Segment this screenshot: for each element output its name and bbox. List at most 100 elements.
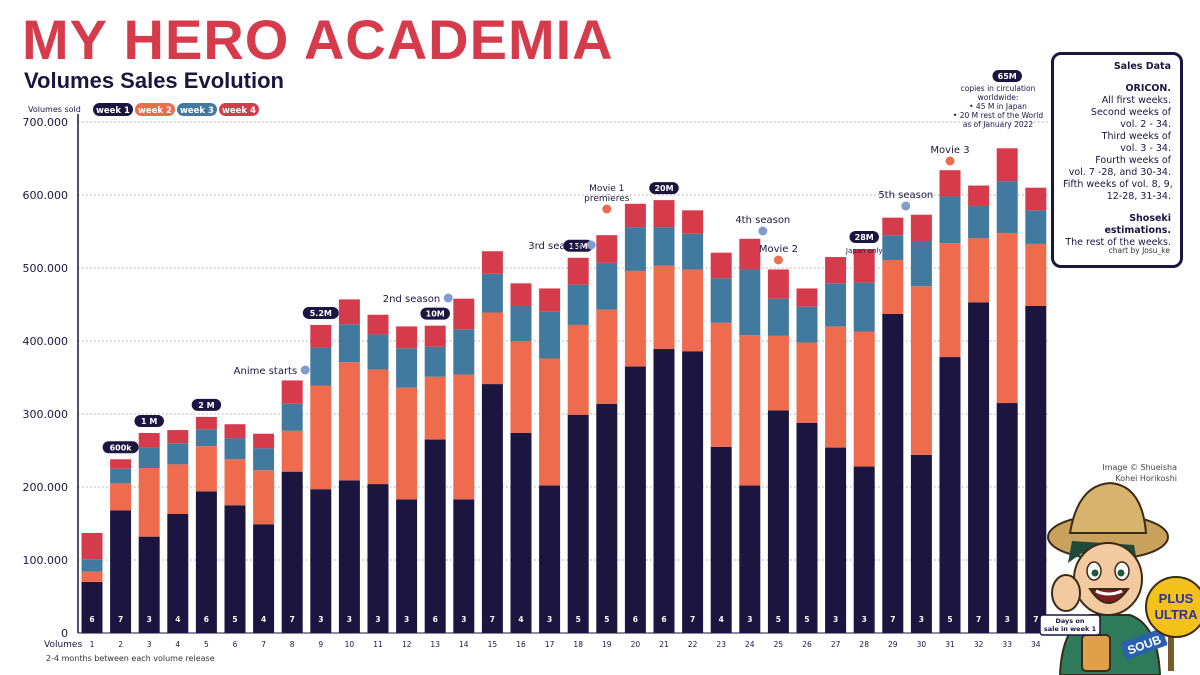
bar-segment-week-2 — [853, 331, 875, 467]
annotations: 600k 1 M 2 M 5.2M 10M 15M 20M 28M Japan only 65M c… — [102, 70, 1043, 454]
days-on-sale-label: 7 — [890, 615, 895, 624]
y-tick-label: 500.000 — [23, 262, 69, 275]
bar-segment-week-2 — [567, 324, 589, 415]
chart-subtitle: Volumes Sales Evolution — [24, 68, 284, 93]
days-on-sale-label: 3 — [547, 615, 552, 624]
shoseki-title: Shoseki estimations. — [1104, 213, 1171, 236]
days-on-sale-label: 3 — [375, 615, 380, 624]
bar-segment-week-3 — [682, 233, 704, 270]
bar-segment-week-4 — [796, 288, 818, 307]
bar-segment-week-4 — [453, 298, 475, 330]
milestone-label: 10M — [426, 310, 445, 319]
sales-box-line: Fourth weeks of — [1095, 155, 1171, 166]
legend-entry: week 4 — [222, 106, 256, 116]
bar-segment-week-1 — [882, 313, 904, 633]
days-on-sale-label: 4 — [719, 615, 724, 624]
bar-segment-week-3 — [910, 240, 932, 287]
x-tick-label: 6 — [233, 640, 238, 649]
milestone-65m-note: • 45 M in Japan — [969, 102, 1027, 111]
legend: week 1 week 2 week 3 week 4 — [93, 103, 259, 116]
bar-segment-week-4 — [224, 424, 246, 439]
x-tick-label: 5 — [204, 640, 209, 649]
event-marker — [300, 365, 310, 375]
bar-segment-week-2 — [767, 335, 789, 411]
bar-segment-week-1 — [624, 366, 646, 633]
sales-data-box: Sales Data ORICON. All first weeks. Secon… — [1051, 52, 1183, 268]
bar-segment-week-1 — [110, 510, 132, 633]
y-tick-label: 200.000 — [23, 481, 69, 494]
bar-segment-week-2 — [539, 358, 561, 486]
bar-segment-week-4 — [596, 235, 618, 263]
milestone-label: 65M — [998, 72, 1017, 81]
y-tick-label: 100.000 — [23, 554, 69, 567]
milestone-pill — [849, 231, 879, 244]
bar-segment-week-1 — [796, 422, 818, 633]
bar-segment-week-1 — [653, 349, 675, 633]
days-on-sale-label: 7 — [490, 615, 495, 624]
bar-segment-week-4 — [682, 210, 704, 234]
bar-segment-week-1 — [253, 524, 275, 633]
bar-segment-week-3 — [510, 305, 532, 341]
bar-segment-week-3 — [453, 329, 475, 375]
bar-segment-week-4 — [739, 238, 761, 270]
days-on-sale-label: 6 — [89, 615, 94, 624]
bar-segment-week-4 — [539, 288, 561, 312]
milestone-label: 5.2M — [310, 309, 332, 318]
days-on-sale-label: 5 — [576, 615, 581, 624]
bar-segment-week-3 — [739, 269, 761, 336]
oricon-lines: All first weeks. Second weeks of vol. 2 - … — [1063, 95, 1173, 203]
bar-segment-week-4 — [710, 252, 732, 279]
days-on-sale-label: 5 — [604, 615, 609, 624]
image-credit-line: Image © Shueisha — [1102, 463, 1177, 472]
event-marker — [901, 201, 911, 211]
bar-segment-week-1 — [710, 446, 732, 633]
milestone-label: 1 M — [141, 417, 157, 426]
milestone-pill — [563, 239, 593, 252]
milestone-label: 28M — [855, 233, 874, 242]
bar-segment-week-3 — [81, 559, 103, 572]
bar-segment-week-2 — [624, 270, 646, 367]
bar-segment-week-4 — [138, 432, 160, 448]
mascot-illustration: SOUB PLUS ULTRA Days on sale in week 1 — [1039, 481, 1200, 675]
bars: 6 7 3 4 6 5 4 7 3 3 3 3 6 3 7 4 3 5 5 6 6 7 4 3 5 5 3 3 7 3 5 7 3 7 — [81, 148, 1047, 633]
bar-segment-week-1 — [481, 384, 503, 633]
x-tick-label: 32 — [974, 640, 984, 649]
milestone-pill — [420, 307, 450, 320]
milestone-pill — [191, 398, 222, 411]
bar-segment-week-3 — [195, 429, 217, 447]
image-credit: Image © Shueisha Kohei Horikoshi — [1095, 462, 1177, 484]
x-tick-label: 27 — [831, 640, 841, 649]
milestone-pill — [102, 441, 139, 454]
bar-segment-week-1 — [367, 484, 389, 633]
milestone-label: 2 M — [198, 401, 214, 410]
sales-box-line: vol. 3 - 34. — [1120, 143, 1171, 154]
bar-segment-week-3 — [396, 348, 418, 388]
bar-segment-week-1 — [596, 403, 618, 633]
bar-segment-week-2 — [653, 265, 675, 350]
bar-segment-week-1 — [767, 410, 789, 633]
x-tick-label: 13 — [430, 640, 440, 649]
sales-box-line: Third weeks of — [1101, 131, 1171, 142]
bar-segment-week-4 — [567, 257, 589, 285]
days-on-sale-label: 3 — [862, 615, 867, 624]
mascot-label-line: sale in week 1 — [1044, 625, 1097, 633]
bar-segment-week-3 — [253, 448, 275, 471]
bar-segment-week-4 — [110, 459, 132, 469]
legend-entry: week 3 — [180, 106, 214, 116]
bar-segment-week-3 — [796, 306, 818, 343]
event-label: 2nd season — [383, 294, 440, 305]
bar-segment-week-4 — [481, 251, 503, 274]
sales-box-line: All first weeks. — [1101, 95, 1171, 106]
oricon-title: ORICON. — [1125, 83, 1171, 94]
days-on-sale-label: 6 — [204, 615, 209, 624]
x-tick-label: 9 — [318, 640, 323, 649]
y-axis: 0 100.000 200.000 300.000 400.000 500.000 600.… — [23, 105, 81, 640]
bar-segment-week-1 — [510, 432, 532, 633]
bar-segment-week-4 — [338, 299, 360, 325]
milestone-pill — [302, 306, 339, 319]
bar-segment-week-1 — [539, 485, 561, 633]
event-marker — [945, 156, 955, 166]
chart-credit: chart by Josu_ke — [1108, 246, 1170, 255]
days-on-sale-label: 7 — [976, 615, 981, 624]
